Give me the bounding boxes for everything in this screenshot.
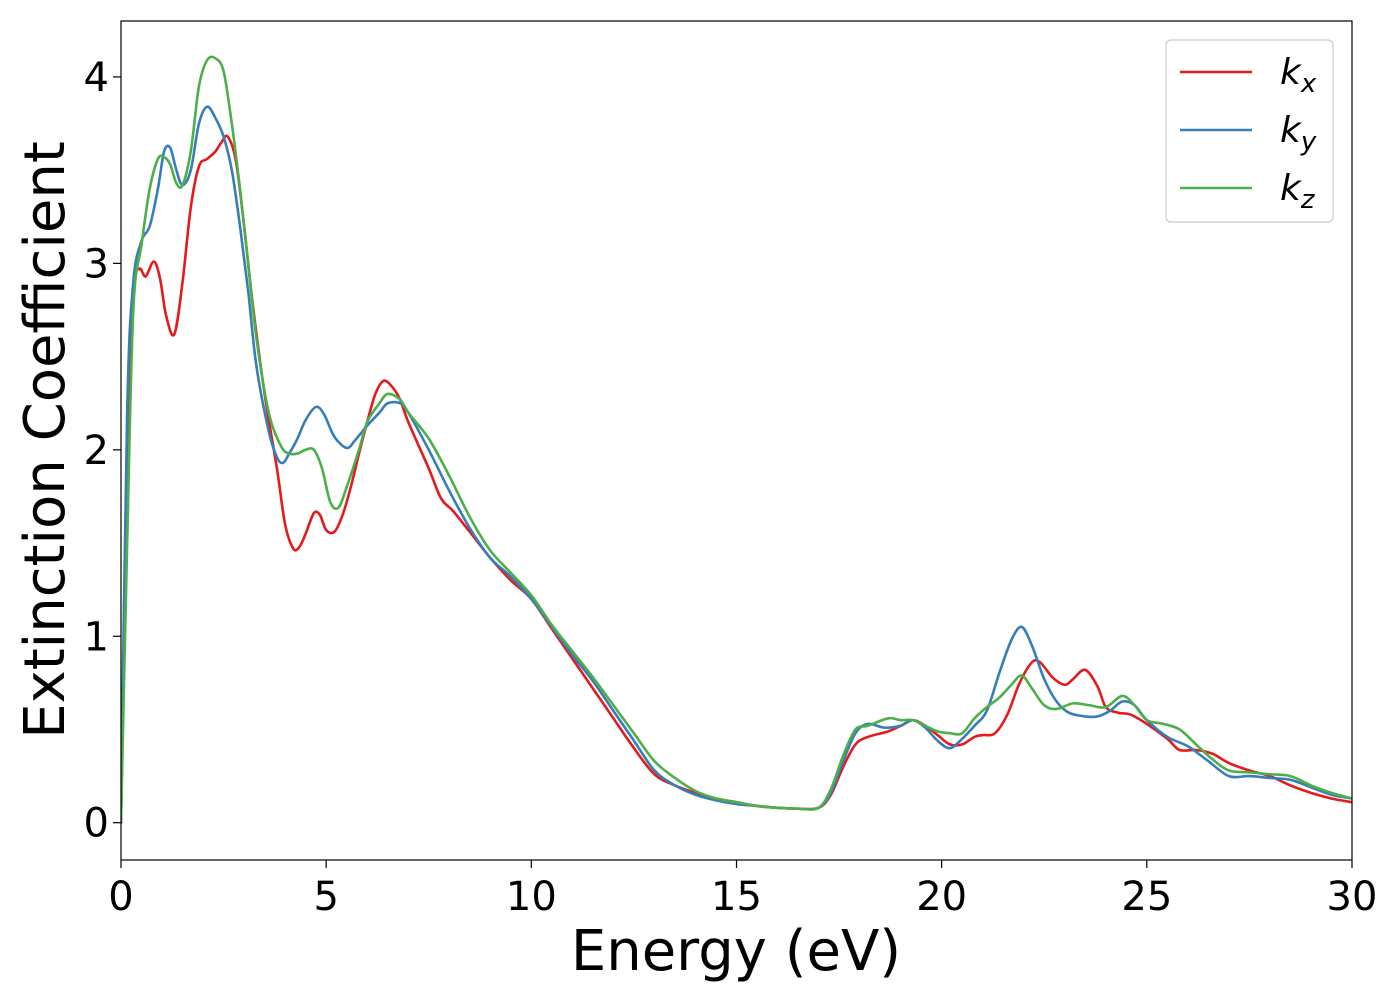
legend-label-ky: ky [1280,110,1317,157]
series-line-kx [121,134,1352,825]
x-tick-label: 15 [711,874,762,920]
y-axis: 0 1 2 3 4 [84,55,121,847]
y-tick-label: 4 [84,55,109,101]
y-tick-label: 0 [84,801,109,847]
y-tick-label: 2 [84,428,109,474]
y-tick-label: 3 [84,241,109,287]
x-tick-label: 30 [1327,874,1378,920]
y-tick-label: 1 [84,614,109,660]
x-axis-label: Energy (eV) [571,919,901,984]
x-tick-label: 10 [506,874,557,920]
legend: kx ky kz [1165,39,1334,223]
x-tick-label: 25 [1121,874,1172,920]
series-line-ky [121,105,1352,825]
x-axis: 0 5 10 15 20 25 30 [108,860,1377,920]
x-tick-label: 20 [916,874,967,920]
legend-label-kx: kx [1280,52,1317,99]
y-axis-label: Extinction Coefficient [13,141,78,739]
x-tick-label: 0 [108,874,133,920]
series-line-kz [121,55,1352,825]
legend-label-kz: kz [1280,168,1316,215]
x-tick-label: 5 [313,874,338,920]
series-layer [121,55,1352,825]
